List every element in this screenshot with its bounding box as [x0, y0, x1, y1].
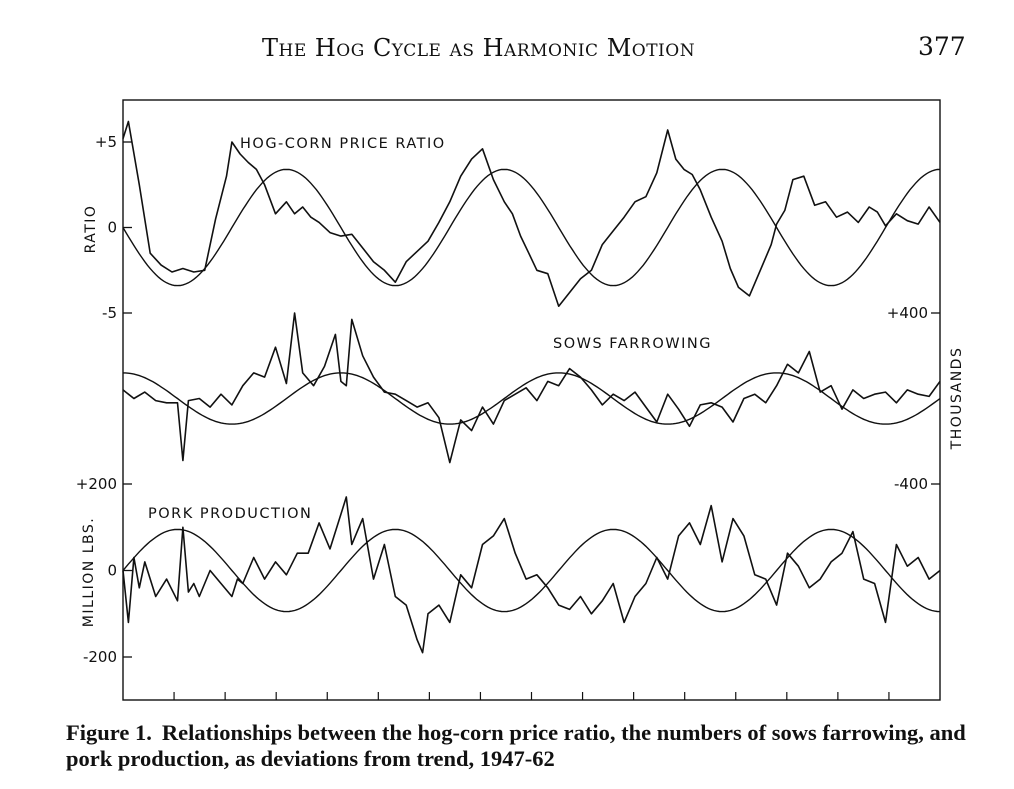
page-number: 377	[918, 32, 966, 61]
sows-farrowing-observed-line	[122, 312, 941, 464]
price-ratio-axis-title: RATIO	[83, 205, 99, 254]
y-tick-label: 0	[107, 219, 117, 237]
y-tick-label: -400	[894, 475, 928, 493]
caption-text: Relationships between the hog-corn price…	[66, 720, 966, 771]
y-tick-label: 0	[107, 562, 117, 580]
running-head: The Hog Cycle as Harmonic Motion 377	[0, 30, 1014, 70]
y-tick-label: -5	[102, 304, 117, 322]
price-ratio-observed-line	[122, 120, 941, 307]
price-ratio-panel: HOG-CORN PRICE RATIO RATIO +5 0 -5	[83, 120, 941, 322]
x-axis-ticks	[173, 692, 890, 700]
sows-farrowing-series-label: SOWS FARROWING	[553, 336, 712, 352]
figure-label: Figure 1.	[66, 720, 152, 745]
sows-farrowing-harmonic-curve	[123, 372, 941, 425]
pork-production-harmonic-curve	[122, 528, 941, 613]
price-ratio-series-label: HOG-CORN PRICE RATIO	[240, 136, 446, 152]
sows-farrowing-axis-title: THOUSANDS	[949, 347, 965, 451]
pork-production-panel: PORK PRODUCTION MILLION LBS. +200 0 -200	[76, 475, 941, 666]
price-ratio-harmonic-curve	[122, 168, 941, 287]
y-tick-label: +400	[887, 304, 928, 322]
pork-production-series-label: PORK PRODUCTION	[148, 506, 312, 522]
y-tick-label: -200	[83, 648, 117, 666]
sows-farrowing-panel: SOWS FARROWING THOUSANDS +400 -400	[122, 304, 965, 493]
price-ratio-ticks: +5 0 -5	[95, 133, 132, 322]
y-tick-label: +200	[76, 475, 117, 493]
sows-farrowing-ticks: +400 -400	[887, 304, 940, 493]
figure-caption: Figure 1. Relationships between the hog-c…	[66, 720, 966, 772]
y-tick-label: +5	[95, 133, 117, 151]
running-title: The Hog Cycle as Harmonic Motion	[262, 34, 696, 62]
pork-production-observed-line	[122, 496, 941, 654]
pork-production-axis-title: MILLION LBS.	[81, 517, 97, 627]
plot-frame	[122, 99, 941, 701]
pork-production-ticks: +200 0 -200	[76, 475, 132, 666]
